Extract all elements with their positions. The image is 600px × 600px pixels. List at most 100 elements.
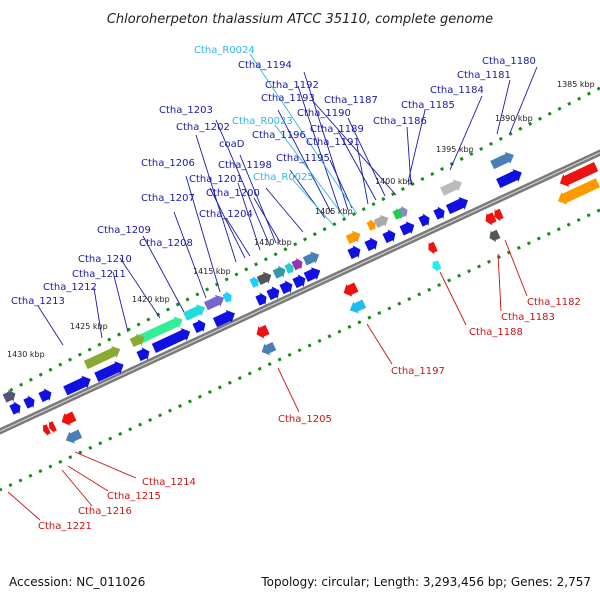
genome-backbone-highlight [0,151,600,433]
gene-label: Ctha_1180 [482,56,536,67]
forward-gene-arrow [347,245,361,260]
tick-rail-upper [4,86,600,395]
tick-label: 1415 kbp [193,267,231,276]
gene-label: Ctha_1197 [391,366,445,377]
forward-gene-arrow [399,221,415,236]
reverse-gene-arrow [558,178,600,205]
reverse-feature-block [261,341,277,356]
gene-label: Ctha_1191 [306,137,360,148]
feature-block [249,275,259,288]
feature-block [83,346,121,370]
reverse-feature-block [349,299,367,314]
reverse-gene-arrow [559,162,599,187]
map-title: Chloroherpeton thalassium ATCC 35110, co… [107,12,493,27]
bottom-leader-lines [7,239,528,521]
gene-label: Ctha_1205 [278,414,332,425]
forward-gene-arrow [279,280,293,295]
feature-block [204,294,225,311]
tick-label: 1385 kbp [557,80,595,89]
gene-label: Ctha_1209 [97,225,151,236]
feature-block [302,251,320,266]
feature-block [440,179,462,196]
forward-strand-genes [2,151,522,415]
gene-label: Ctha_1182 [527,297,581,308]
reverse-feature-block [489,229,501,243]
forward-gene-arrow [151,328,191,353]
forward-gene-arrow [94,361,124,382]
reverse-gene-arrow [494,208,504,222]
feature-block [2,389,16,403]
gene-label: Ctha_1221 [38,521,92,532]
gene-label: Ctha_1183 [501,312,555,323]
gene-label: Ctha_1200 [206,188,260,199]
gene-label: Ctha_1185 [401,100,455,111]
tick-label: 1390 kbp [495,114,533,123]
reverse-gene-arrow [485,212,497,226]
feature-block [366,218,376,231]
tick-label: 1400 kbp [375,177,413,186]
forward-gene-arrow [303,267,321,282]
forward-gene-arrow [9,401,21,415]
gene-label: Ctha_1204 [199,209,253,220]
reverse-gene-arrow [42,423,51,437]
reverse-gene-arrow [256,324,270,339]
gene-label: Ctha_1184 [430,85,484,96]
reverse-gene-arrow [343,282,359,297]
gene-label: Ctha_1206 [141,158,195,169]
gene-label: Ctha_1195 [276,153,330,164]
forward-gene-arrow [192,319,206,334]
feature-block [129,333,145,348]
gene-label: Ctha_1202 [176,122,230,133]
forward-gene-arrow [136,347,150,362]
top-leader-lines [37,66,538,346]
tick-label: 1410 kbp [254,238,292,247]
forward-gene-arrow [255,292,267,306]
forward-gene-arrow [382,229,396,244]
feature-block [135,316,183,345]
forward-gene-arrow [418,213,430,227]
genome-summary-text: Topology: circular; Length: 3,293,456 bp… [260,575,591,589]
forward-gene-arrow [445,196,468,215]
feature-block [256,271,272,286]
feature-block [291,257,303,271]
reverse-feature-block [432,260,442,273]
tick-label: 1420 kbp [132,295,170,304]
gene-label: Ctha_1189 [310,124,364,135]
feature-block [373,214,389,229]
gene-label: Ctha_1208 [139,238,193,249]
accession-text: Accession: NC_011026 [9,575,145,589]
forward-gene-arrow [292,274,306,289]
gene-label: Ctha_1198 [218,160,272,171]
forward-gene-arrow [212,309,235,328]
gene-label: Ctha_1212 [43,282,97,293]
gene-label: Ctha_R0025 [253,172,314,183]
gene-label: Ctha_1214 [142,477,196,488]
forward-gene-arrow [496,169,522,189]
reverse-gene-arrow [48,420,57,434]
feature-block [272,265,286,279]
kbp-tick-labels: 1385 kbp 1390 kbp 1395 kbp 1400 kbp 1405… [7,80,595,359]
gene-label: Ctha_1193 [261,93,315,104]
rna-leader-lines [249,53,358,227]
reverse-gene-arrow [61,411,77,426]
feature-block [392,207,402,220]
gene-label: Ctha_1192 [265,80,319,91]
gene-label: Ctha_R0023 [232,116,293,127]
tick-label: 1425 kbp [70,322,108,331]
bottom-gene-labels: Ctha_1182 Ctha_1183 Ctha_1188 Ctha_1197 … [38,297,581,532]
tick-label: 1430 kbp [7,350,45,359]
forward-gene-arrow [38,388,52,403]
gene-label: Ctha_1213 [11,296,65,307]
gene-label: Ctha_1216 [78,506,132,517]
forward-gene-arrow [63,375,91,396]
forward-gene-arrow [23,395,35,409]
gene-label: Ctha_1186 [373,116,427,127]
feature-block [345,230,361,245]
gene-label: Ctha_1203 [159,105,213,116]
gene-label: Ctha_1188 [469,327,523,338]
tick-label: 1395 kbp [436,145,474,154]
gene-label: Ctha_1207 [141,193,195,204]
gene-label: Ctha_1215 [107,491,161,502]
